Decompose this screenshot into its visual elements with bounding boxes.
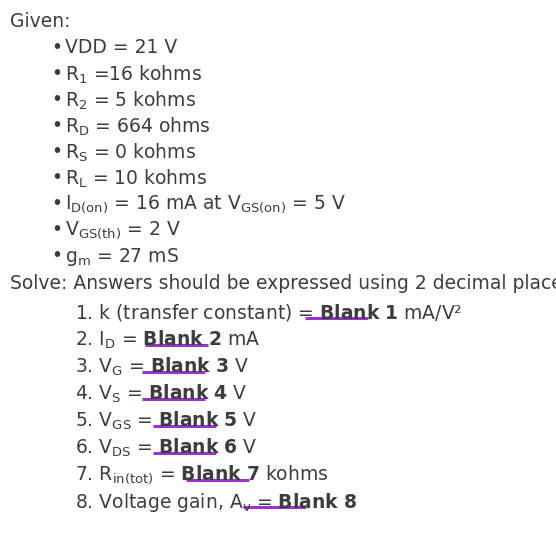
Text: •: • [51, 64, 62, 83]
Text: •: • [51, 246, 62, 265]
Text: 7. $\mathregular{R_{in(tot)}}$ = $\mathbf{Blank\ 7}$ kohms: 7. $\mathregular{R_{in(tot)}}$ = $\mathb… [75, 464, 329, 486]
Text: •: • [51, 220, 62, 239]
Text: •: • [51, 142, 62, 161]
Text: •: • [51, 90, 62, 109]
Text: •: • [51, 194, 62, 213]
Text: 1. k (transfer constant) = $\mathbf{Blank\ 1}$ mA/V²: 1. k (transfer constant) = $\mathbf{Blan… [75, 302, 463, 323]
Text: $\mathregular{R_D}$ = 664 ohms: $\mathregular{R_D}$ = 664 ohms [65, 116, 211, 138]
Text: •: • [51, 116, 62, 135]
Text: •: • [51, 168, 62, 187]
Text: •: • [51, 38, 62, 57]
Text: 8. Voltage gain, $\mathregular{A_v}$ = $\mathbf{Blank\ 8}$: 8. Voltage gain, $\mathregular{A_v}$ = $… [75, 491, 357, 514]
Text: $\mathregular{R_S}$ = 0 kohms: $\mathregular{R_S}$ = 0 kohms [65, 142, 196, 165]
Text: $\mathregular{V_{GS(th)}}$ = 2 V: $\mathregular{V_{GS(th)}}$ = 2 V [65, 220, 181, 241]
Text: 6. $\mathregular{V_{DS}}$ = $\mathbf{Blank\ 6}$ V: 6. $\mathregular{V_{DS}}$ = $\mathbf{Bla… [75, 437, 257, 459]
Text: Given:: Given: [10, 12, 71, 31]
Text: 5. $\mathregular{V_{GS}}$ = $\mathbf{Blank\ 5}$ V: 5. $\mathregular{V_{GS}}$ = $\mathbf{Bla… [75, 410, 257, 433]
Text: $\mathregular{I_{D(on)}}$ = 16 mA at $\mathregular{V_{GS(on)}}$ = 5 V: $\mathregular{I_{D(on)}}$ = 16 mA at $\m… [65, 194, 346, 215]
Text: 2. $\mathregular{I_D}$ = $\mathbf{Blank\ 2}$ mA: 2. $\mathregular{I_D}$ = $\mathbf{Blank\… [75, 329, 260, 351]
Text: VDD = 21 V: VDD = 21 V [65, 38, 177, 57]
Text: $\mathregular{R_1}$ =16 kohms: $\mathregular{R_1}$ =16 kohms [65, 64, 202, 86]
Text: 4. $\mathregular{V_S}$ = $\mathbf{Blank\ 4}$ V: 4. $\mathregular{V_S}$ = $\mathbf{Blank\… [75, 383, 247, 405]
Text: $\mathregular{g_m}$ = 27 mS: $\mathregular{g_m}$ = 27 mS [65, 246, 179, 268]
Text: $\mathregular{R_L}$ = 10 kohms: $\mathregular{R_L}$ = 10 kohms [65, 168, 207, 190]
Text: 3. $\mathregular{V_G}$ = $\mathbf{Blank\ 3}$ V: 3. $\mathregular{V_G}$ = $\mathbf{Blank\… [75, 356, 249, 378]
Text: $\mathregular{R_2}$ = 5 kohms: $\mathregular{R_2}$ = 5 kohms [65, 90, 196, 113]
Text: Solve: Answers should be expressed using 2 decimal places: Solve: Answers should be expressed using… [10, 274, 556, 293]
